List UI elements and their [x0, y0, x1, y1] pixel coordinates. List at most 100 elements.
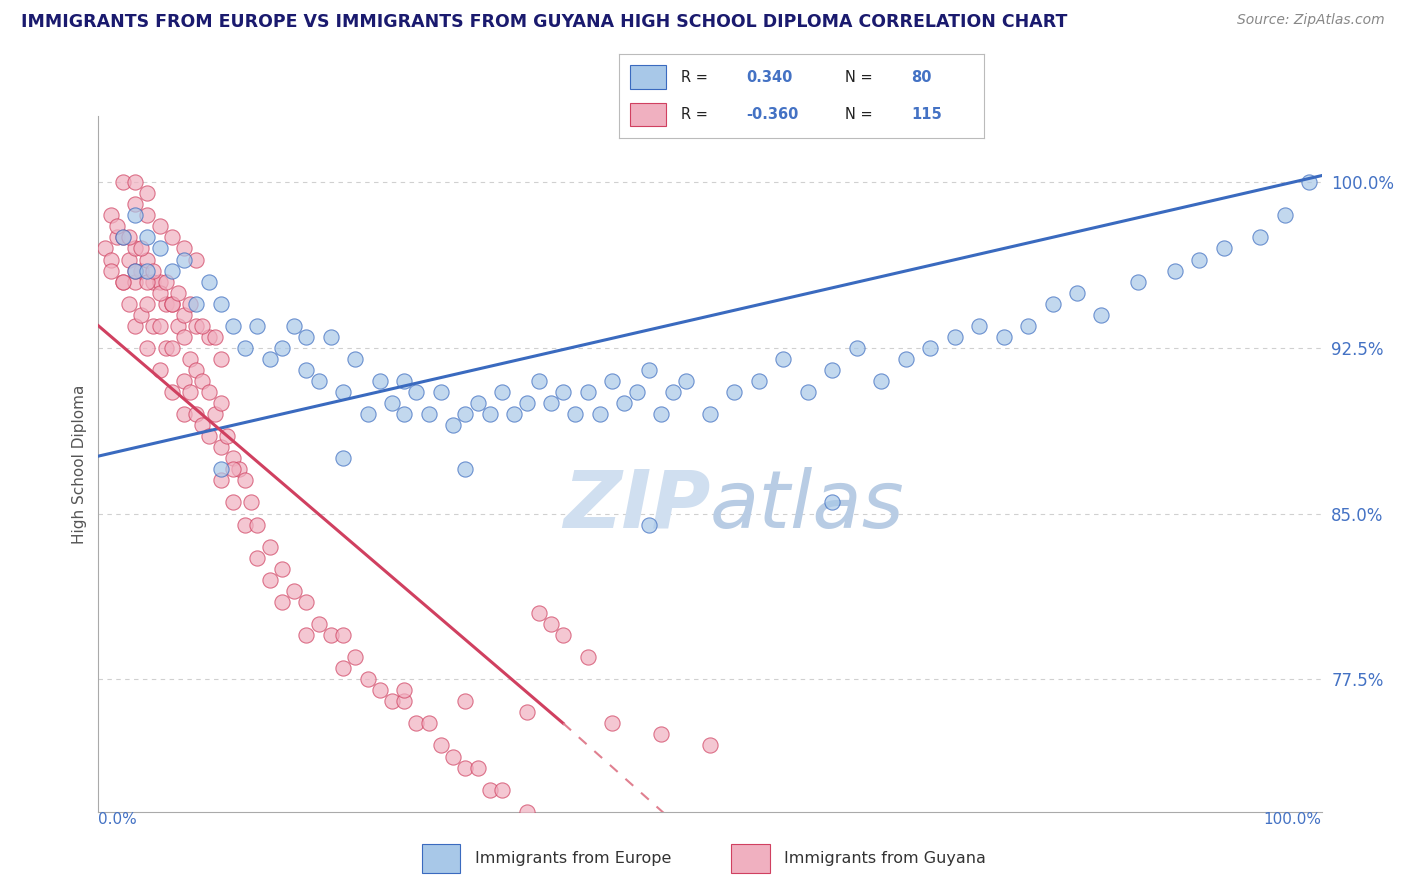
Point	[650, 727, 672, 741]
Point	[173, 252, 195, 267]
Point	[503, 407, 526, 421]
Point	[270, 595, 294, 609]
Point	[540, 617, 562, 632]
Text: -0.360: -0.360	[747, 107, 799, 122]
Point	[356, 407, 378, 421]
Point	[179, 296, 201, 310]
FancyBboxPatch shape	[630, 65, 666, 89]
Point	[191, 318, 214, 333]
Point	[870, 374, 893, 388]
Point	[209, 474, 232, 488]
Point	[124, 263, 146, 277]
Point	[418, 407, 440, 421]
Point	[222, 462, 245, 476]
Text: 115: 115	[911, 107, 942, 122]
Point	[124, 197, 146, 211]
Point	[637, 517, 661, 532]
Point	[228, 462, 250, 476]
Point	[155, 275, 177, 289]
Point	[233, 341, 256, 355]
Point	[441, 749, 464, 764]
Point	[149, 275, 172, 289]
Point	[222, 495, 245, 509]
Point	[430, 385, 453, 400]
Point	[467, 760, 489, 774]
Point	[295, 595, 318, 609]
Point	[527, 606, 550, 620]
Point	[662, 385, 685, 400]
Point	[179, 351, 201, 366]
Point	[515, 396, 537, 410]
Point	[283, 583, 305, 598]
Point	[204, 330, 226, 344]
Text: R =: R =	[681, 70, 707, 85]
Point	[723, 385, 745, 400]
Point	[650, 407, 672, 421]
Point	[155, 296, 177, 310]
Point	[454, 760, 477, 774]
Point	[270, 341, 294, 355]
Point	[136, 252, 159, 267]
Point	[441, 418, 464, 433]
Point	[943, 330, 966, 344]
Text: R =: R =	[681, 107, 707, 122]
Point	[93, 242, 115, 256]
Point	[124, 275, 146, 289]
Point	[392, 694, 416, 708]
Point	[160, 263, 183, 277]
Point	[344, 351, 367, 366]
Point	[149, 219, 172, 234]
Point	[405, 385, 427, 400]
Point	[160, 296, 183, 310]
Point	[155, 341, 177, 355]
Point	[191, 418, 214, 433]
Point	[173, 374, 195, 388]
Point	[186, 363, 208, 377]
Point	[100, 263, 122, 277]
Point	[136, 186, 159, 201]
Point	[204, 407, 226, 421]
Point	[246, 318, 269, 333]
Point	[920, 341, 942, 355]
Text: 80: 80	[911, 70, 932, 85]
Point	[160, 385, 183, 400]
Point	[105, 219, 128, 234]
Point	[295, 330, 318, 344]
Point	[186, 318, 208, 333]
Point	[186, 407, 208, 421]
Point	[136, 341, 159, 355]
Point	[124, 318, 146, 333]
Point	[454, 694, 477, 708]
Text: Immigrants from Europe: Immigrants from Europe	[475, 851, 671, 866]
Point	[197, 385, 219, 400]
Text: N =: N =	[845, 70, 873, 85]
Point	[356, 672, 378, 686]
Point	[478, 407, 501, 421]
Point	[1042, 296, 1064, 310]
Point	[467, 396, 489, 410]
Point	[515, 706, 537, 720]
Point	[111, 275, 134, 289]
Point	[967, 318, 990, 333]
Point	[478, 782, 501, 797]
Point	[295, 363, 318, 377]
Point	[129, 242, 152, 256]
Point	[319, 330, 342, 344]
Point	[430, 739, 453, 753]
Point	[295, 628, 318, 642]
Point	[797, 385, 820, 400]
Point	[173, 308, 195, 322]
Point	[308, 374, 330, 388]
Text: IMMIGRANTS FROM EUROPE VS IMMIGRANTS FROM GUYANA HIGH SCHOOL DIPLOMA CORRELATION: IMMIGRANTS FROM EUROPE VS IMMIGRANTS FRO…	[21, 13, 1067, 31]
Point	[222, 451, 245, 466]
Point	[142, 263, 165, 277]
Point	[246, 517, 269, 532]
Point	[136, 208, 159, 222]
Point	[540, 396, 562, 410]
Point	[160, 230, 183, 244]
Point	[491, 782, 513, 797]
Point	[105, 230, 128, 244]
Point	[136, 263, 159, 277]
Point	[179, 385, 201, 400]
Point	[118, 252, 141, 267]
